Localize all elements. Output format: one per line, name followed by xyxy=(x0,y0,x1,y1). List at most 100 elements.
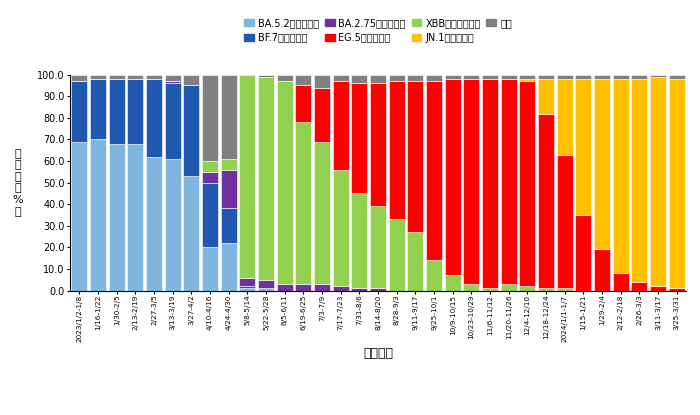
Bar xyxy=(220,170,237,208)
Bar xyxy=(239,73,255,75)
Bar xyxy=(463,75,480,79)
Bar xyxy=(146,79,162,157)
Bar xyxy=(650,75,666,77)
Bar xyxy=(482,288,498,290)
Bar xyxy=(519,81,536,286)
Bar xyxy=(482,75,498,79)
Bar xyxy=(538,114,554,288)
Bar xyxy=(500,284,517,290)
Bar xyxy=(351,83,368,193)
Bar xyxy=(538,288,554,290)
Bar xyxy=(519,286,536,290)
Bar xyxy=(444,276,461,290)
Bar xyxy=(575,215,592,290)
Bar xyxy=(90,139,106,290)
Bar xyxy=(575,79,592,215)
Bar xyxy=(444,75,461,79)
Bar xyxy=(538,75,554,79)
Bar xyxy=(202,75,218,161)
Bar xyxy=(295,75,312,85)
Bar xyxy=(295,85,312,122)
X-axis label: 采样日期: 采样日期 xyxy=(363,347,393,360)
Bar xyxy=(258,77,274,280)
Bar xyxy=(594,75,610,79)
Bar xyxy=(332,75,349,81)
Bar xyxy=(314,75,330,88)
Bar xyxy=(370,75,386,83)
Bar xyxy=(594,249,610,290)
Bar xyxy=(556,288,573,290)
Bar xyxy=(71,142,88,290)
Bar xyxy=(220,75,237,159)
Bar xyxy=(183,75,199,85)
Y-axis label: 构
成
比
（
%
）: 构 成 比 （ % ） xyxy=(12,149,23,217)
Bar xyxy=(146,157,162,290)
Legend: BA.5.2及其亚分支, BF.7及其亚分支, BA.2.75及其亚分支, EG.5及其亚分支, XBB其他进化分支, JN.1及其亚分支, 其它: BA.5.2及其亚分支, BF.7及其亚分支, BA.2.75及其亚分支, EG… xyxy=(241,15,514,46)
Bar xyxy=(650,77,666,286)
Bar xyxy=(239,75,255,278)
Bar xyxy=(575,75,592,79)
Bar xyxy=(164,159,181,290)
Bar xyxy=(407,232,424,290)
Bar xyxy=(612,79,629,273)
Bar xyxy=(127,79,144,144)
Bar xyxy=(71,81,88,142)
Bar xyxy=(351,288,368,290)
Bar xyxy=(444,79,461,276)
Bar xyxy=(612,75,629,79)
Bar xyxy=(631,79,648,282)
Bar xyxy=(556,154,573,288)
Bar xyxy=(407,81,424,232)
Bar xyxy=(426,260,442,290)
Bar xyxy=(276,81,293,284)
Bar xyxy=(220,208,237,243)
Bar xyxy=(407,75,424,81)
Bar xyxy=(612,273,629,290)
Bar xyxy=(500,79,517,284)
Bar xyxy=(351,193,368,288)
Bar xyxy=(332,81,349,170)
Bar xyxy=(370,83,386,206)
Bar xyxy=(220,243,237,290)
Bar xyxy=(239,286,255,288)
Bar xyxy=(127,75,144,79)
Bar xyxy=(668,79,685,288)
Bar xyxy=(556,79,573,154)
Bar xyxy=(146,75,162,79)
Bar xyxy=(276,75,293,81)
Bar xyxy=(164,83,181,159)
Bar xyxy=(295,284,312,290)
Bar xyxy=(389,81,405,219)
Bar xyxy=(314,284,330,290)
Bar xyxy=(258,75,274,77)
Bar xyxy=(500,75,517,79)
Bar xyxy=(258,288,274,290)
Bar xyxy=(668,288,685,290)
Bar xyxy=(351,75,368,83)
Bar xyxy=(258,280,274,288)
Bar xyxy=(183,176,199,290)
Bar xyxy=(631,75,648,79)
Bar xyxy=(631,282,648,290)
Bar xyxy=(332,286,349,290)
Bar xyxy=(202,161,218,172)
Bar xyxy=(71,75,88,81)
Bar xyxy=(463,79,480,284)
Bar xyxy=(389,219,405,290)
Bar xyxy=(370,206,386,288)
Bar xyxy=(519,75,536,79)
Bar xyxy=(370,288,386,290)
Bar xyxy=(127,144,144,290)
Bar xyxy=(202,247,218,290)
Bar xyxy=(314,142,330,284)
Bar xyxy=(594,79,610,249)
Bar xyxy=(90,75,106,79)
Bar xyxy=(108,144,125,290)
Bar xyxy=(482,79,498,288)
Bar xyxy=(389,75,405,81)
Bar xyxy=(202,172,218,183)
Bar xyxy=(220,159,237,170)
Bar xyxy=(314,88,330,142)
Bar xyxy=(108,75,125,79)
Bar xyxy=(90,79,106,139)
